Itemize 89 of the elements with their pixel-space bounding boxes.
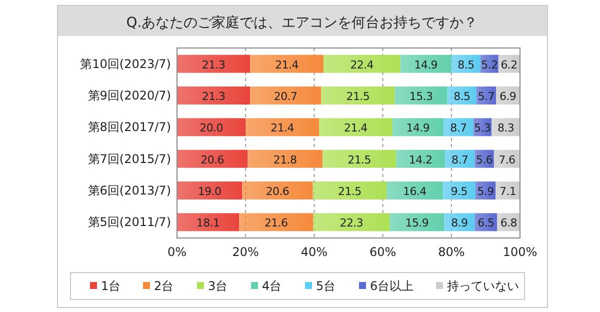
data-label: 5.7: [478, 90, 495, 103]
data-label: 8.3: [497, 122, 514, 135]
bar: [239, 213, 314, 232]
bar: [177, 86, 250, 104]
data-label: 7.1: [500, 185, 516, 198]
y-tick-label: 第5回(2011/7): [88, 215, 171, 230]
data-label: 8.5: [458, 58, 475, 72]
bar: [312, 182, 387, 200]
bar: [444, 118, 474, 136]
y-tick-label: 第8回(2017/7): [88, 120, 171, 134]
data-label: 14.2: [408, 153, 432, 166]
legend-label: 4台: [262, 279, 282, 293]
data-label: 14.9: [414, 58, 438, 72]
data-label: 5.9: [477, 185, 494, 198]
bar: [400, 54, 452, 73]
bar: [496, 182, 520, 200]
bar: [246, 118, 319, 136]
bar: [392, 118, 444, 136]
legend-label: 2台: [154, 279, 174, 293]
bar: [323, 54, 400, 73]
data-label: 7.6: [498, 153, 516, 166]
data-label: 6.2: [500, 58, 518, 72]
bar: [177, 182, 242, 200]
data-label: 22.3: [340, 216, 364, 230]
bar: [250, 54, 324, 73]
data-label: 20.6: [266, 185, 290, 198]
data-label: 19.0: [198, 185, 222, 198]
legend-label: 1台: [101, 279, 121, 293]
x-tick-label: 60%: [369, 245, 396, 259]
data-label: 8.5: [454, 90, 470, 103]
data-label: 16.4: [403, 185, 427, 198]
data-label: 21.3: [202, 90, 226, 103]
data-label: 8.7: [450, 122, 468, 135]
data-label: 14.9: [406, 122, 430, 135]
chart-title: Q.あなたのご家庭では、エアコンを何台お持ちですか？: [126, 15, 478, 31]
x-tick-label: 20%: [232, 245, 259, 259]
data-label: 22.4: [350, 58, 374, 72]
data-label: 20.6: [200, 153, 224, 166]
data-label: 6.5: [478, 216, 494, 230]
y-tick-label: 第10回(2023/7): [80, 56, 171, 71]
bar: [177, 54, 250, 73]
y-tick-label: 第7回(2015/7): [88, 152, 171, 166]
x-tick-label: 0%: [167, 245, 187, 259]
data-label: 5.3: [474, 122, 492, 135]
data-label: 5.2: [481, 58, 498, 72]
bar: [177, 150, 248, 168]
x-tick-label: 40%: [300, 245, 328, 259]
data-label: 21.5: [348, 153, 372, 166]
bar: [442, 182, 476, 200]
data-label: 21.3: [202, 58, 226, 72]
data-label: 6.8: [500, 216, 518, 230]
bar: [321, 86, 395, 104]
bar: [386, 182, 443, 200]
bar: [313, 213, 390, 232]
data-label: 18.1: [196, 216, 220, 230]
data-label: 20.7: [274, 90, 298, 103]
bar: [322, 150, 396, 168]
data-label: 8.9: [451, 216, 468, 230]
legend-label: 持っていない: [447, 279, 519, 293]
legend-label: 5台: [316, 279, 336, 293]
data-label: 21.6: [264, 216, 288, 230]
bar: [177, 118, 246, 136]
bar: [248, 150, 322, 168]
data-label: 21.4: [270, 122, 294, 135]
data-label: 9.5: [450, 185, 468, 198]
data-label: 5.6: [476, 153, 493, 166]
data-label: 15.3: [409, 90, 433, 103]
x-tick-label: 80%: [438, 245, 465, 259]
data-label: 21.5: [346, 90, 370, 103]
bar: [177, 213, 240, 232]
bar: [390, 213, 444, 232]
y-tick-label: 第9回(2020/7): [88, 88, 171, 102]
data-label: 6.9: [500, 90, 516, 103]
data-label: 20.0: [200, 122, 224, 135]
data-label: 21.4: [275, 58, 299, 72]
y-tick-label: 第6回(2013/7): [88, 184, 171, 198]
bar: [250, 86, 322, 104]
bar: [394, 86, 448, 104]
bar: [242, 182, 313, 200]
bar: [319, 118, 392, 136]
bar: [396, 150, 445, 168]
data-label: 21.8: [273, 153, 297, 166]
x-tick-label: 100%: [502, 245, 538, 259]
data-label: 15.9: [405, 216, 429, 230]
legend-label: 6台以上: [370, 279, 414, 293]
data-label: 21.5: [338, 185, 362, 198]
data-label: 8.7: [452, 153, 468, 166]
data-label: 21.4: [344, 122, 368, 135]
legend-label: 3台: [208, 279, 228, 293]
